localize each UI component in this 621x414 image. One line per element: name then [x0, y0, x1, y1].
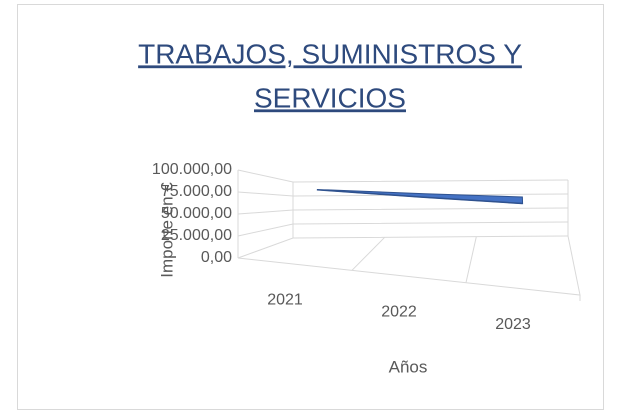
y-tick-label: 50.000,00 — [161, 205, 232, 222]
grid-line — [237, 191, 569, 197]
x-tick-label: 2022 — [381, 304, 417, 321]
category-divider — [465, 236, 477, 283]
category-divider — [351, 236, 386, 271]
chart-frame — [17, 4, 604, 410]
chart-title: TRABAJOS, SUMINISTROS Y — [138, 38, 522, 69]
y-axis-label: Importe en € — [157, 182, 176, 278]
y-tick-label: 25.000,00 — [161, 227, 232, 244]
grid-line — [237, 221, 569, 237]
grid-line — [237, 207, 569, 215]
x-axis-label: Años — [389, 357, 428, 376]
y-tick-label: 75.000,00 — [161, 183, 232, 200]
grid-line — [237, 169, 569, 183]
x-tick-label: 2023 — [495, 316, 531, 333]
y-tick-label: 100.000,00 — [152, 161, 232, 178]
x-tick-label: 2021 — [267, 291, 303, 308]
chart-title: SERVICIOS — [254, 82, 406, 113]
line — [316, 188, 523, 205]
y-tick-label: 0,00 — [201, 249, 232, 266]
